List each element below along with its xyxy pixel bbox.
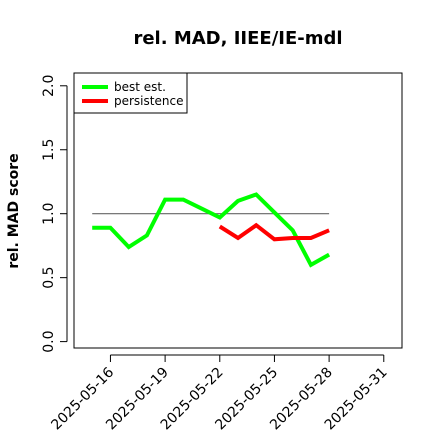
y-tick-label: 1.0	[41, 203, 57, 225]
y-tick-label: 0.0	[41, 330, 57, 352]
chart-title: rel. MAD, IIEE/IE-mdl	[133, 28, 342, 49]
series-line-best-est	[92, 192, 331, 268]
y-tick-label: 2.0	[41, 75, 57, 97]
series-line-persistence	[218, 222, 330, 242]
legend-label-persistence: persistence	[114, 94, 183, 108]
legend-label-best-est: best est.	[114, 80, 166, 94]
y-tick-label: 0.5	[41, 267, 57, 289]
y-axis-label: rel. MAD score	[6, 153, 22, 268]
legend-box	[73, 72, 188, 114]
axes: 0.00.51.01.52.02025-05-162025-05-192025-…	[41, 75, 391, 434]
legend: best est. persistence	[73, 72, 188, 114]
plot-frame	[73, 72, 403, 349]
y-tick-label: 1.5	[41, 139, 57, 161]
series-layer	[92, 192, 331, 268]
